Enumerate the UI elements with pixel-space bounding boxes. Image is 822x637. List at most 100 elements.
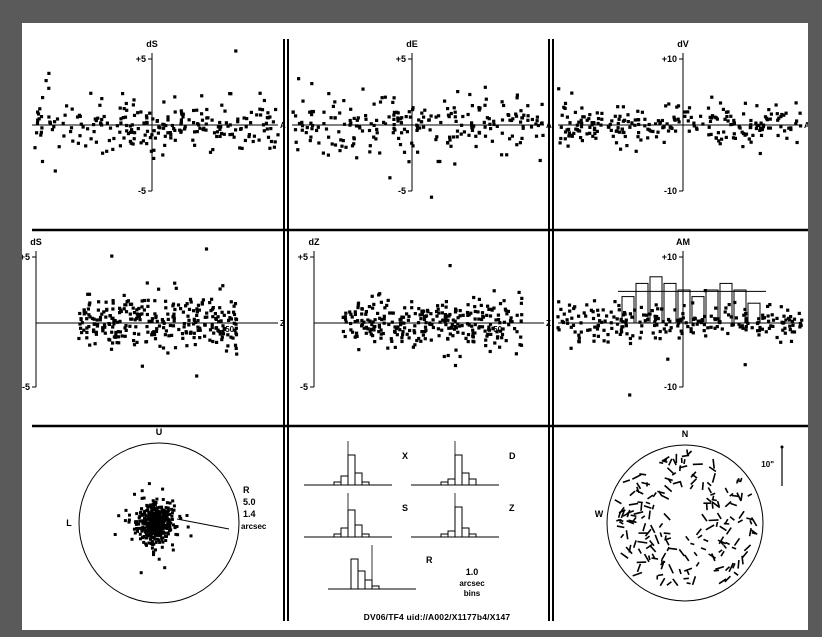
data-point	[757, 123, 761, 127]
data-point	[490, 308, 494, 312]
error-vector	[691, 575, 697, 586]
data-point	[417, 336, 421, 341]
data-point	[96, 116, 100, 120]
data-point	[469, 311, 473, 315]
data-point	[429, 114, 433, 118]
data-point	[689, 329, 693, 334]
data-point	[108, 314, 112, 318]
data-point	[391, 100, 395, 104]
data-point	[477, 297, 481, 301]
data-point	[785, 136, 789, 140]
data-point	[196, 325, 200, 329]
x-axis-label: A	[280, 121, 286, 130]
data-point	[170, 333, 174, 337]
data-point	[128, 312, 132, 316]
data-point	[447, 326, 451, 330]
data-point	[80, 321, 84, 325]
data-point	[221, 329, 225, 334]
data-point	[379, 328, 383, 332]
data-point	[779, 115, 783, 119]
error-point	[160, 545, 164, 549]
data-point	[453, 319, 457, 323]
data-point	[640, 110, 644, 114]
error-vector	[640, 515, 646, 520]
data-point	[218, 134, 222, 138]
data-point	[445, 314, 449, 318]
data-point	[154, 329, 159, 333]
data-point	[649, 129, 653, 133]
error-point	[171, 499, 175, 503]
data-point	[331, 104, 335, 108]
data-point	[375, 127, 379, 131]
data-point	[368, 319, 372, 323]
data-point	[124, 303, 128, 307]
data-point	[188, 297, 193, 301]
error-vector	[683, 567, 693, 572]
data-point	[500, 131, 504, 135]
data-point	[587, 117, 591, 121]
data-point	[715, 117, 719, 121]
error-point	[128, 513, 131, 517]
error-vector	[643, 553, 650, 563]
data-point	[777, 116, 781, 120]
data-point	[100, 117, 104, 122]
data-point	[155, 319, 159, 323]
data-point	[423, 337, 427, 341]
data-point	[689, 115, 693, 119]
data-point	[55, 117, 60, 121]
data-point	[618, 332, 622, 336]
data-point	[462, 130, 466, 134]
data-point	[388, 311, 392, 315]
data-point	[162, 100, 166, 104]
data-point	[742, 112, 746, 116]
data-point	[184, 330, 188, 334]
error-point	[151, 511, 154, 515]
data-point	[163, 134, 167, 138]
data-point	[153, 337, 158, 341]
data-point	[110, 316, 114, 320]
data-point	[123, 334, 127, 338]
data-point	[593, 126, 597, 130]
y-tick-label-bottom: -10	[664, 186, 677, 196]
data-point	[84, 311, 88, 315]
data-point	[92, 322, 96, 326]
data-point	[179, 120, 183, 124]
data-point	[557, 300, 561, 304]
data-point	[132, 137, 136, 141]
error-vector	[686, 449, 689, 456]
data-point	[342, 99, 346, 103]
data-point	[740, 130, 744, 134]
data-point	[132, 331, 136, 336]
data-point	[139, 110, 143, 114]
data-point	[591, 316, 596, 321]
data-point	[420, 312, 425, 317]
data-point	[615, 322, 620, 326]
data-point	[124, 310, 129, 314]
data-point	[300, 124, 305, 128]
data-point	[186, 314, 190, 318]
error-point	[149, 503, 153, 507]
error-point	[151, 513, 155, 517]
error-vector	[661, 494, 670, 500]
data-point	[333, 143, 338, 147]
data-point	[509, 320, 513, 324]
data-point	[504, 309, 508, 313]
data-point	[710, 95, 714, 99]
error-vector	[731, 546, 737, 550]
error-vector	[633, 511, 644, 515]
data-point	[459, 132, 463, 136]
data-point	[743, 307, 747, 312]
data-point	[392, 117, 396, 121]
data-point	[118, 330, 122, 334]
data-point	[233, 302, 238, 306]
data-point	[105, 121, 109, 125]
data-point	[676, 324, 680, 328]
data-point	[227, 310, 231, 314]
data-point	[422, 115, 426, 119]
data-point	[222, 327, 226, 331]
data-point	[118, 130, 122, 134]
data-point	[400, 336, 404, 340]
data-point	[124, 123, 129, 128]
data-point	[364, 331, 368, 335]
data-point	[144, 340, 149, 344]
